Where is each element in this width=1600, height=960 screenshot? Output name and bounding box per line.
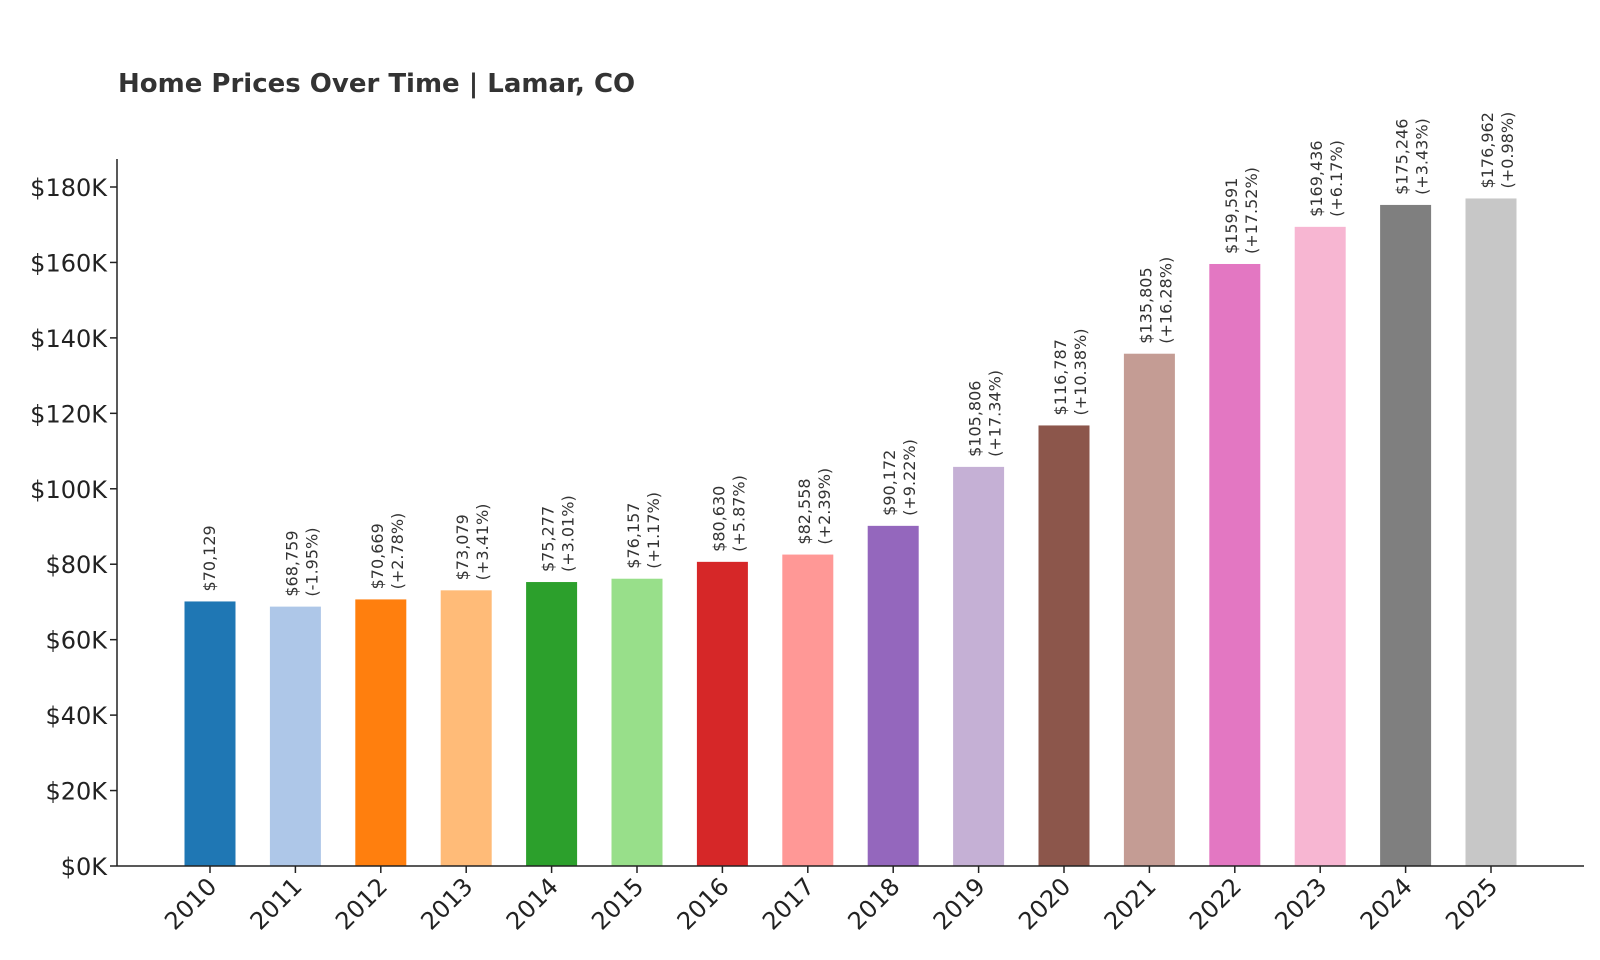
value-label: $70,669	[368, 523, 387, 589]
y-tick-label: $100K	[30, 476, 108, 504]
change-label: (+6.17%)	[1327, 140, 1346, 217]
value-label: $175,246	[1393, 119, 1412, 195]
value-label: $68,759	[282, 530, 301, 596]
value-label: $176,962	[1478, 112, 1497, 188]
bar-2019	[953, 466, 1005, 866]
x-tick-label: 2011	[245, 872, 308, 935]
change-label: (+3.43%)	[1413, 118, 1432, 195]
value-label: $73,079	[453, 514, 472, 580]
bar-2017	[782, 554, 834, 866]
data-label: $159,591(+17.52%)	[1222, 167, 1261, 254]
bar-2010	[184, 601, 236, 866]
x-tick-label: 2012	[330, 872, 393, 935]
data-label: $90,172(+9.22%)	[880, 439, 919, 516]
x-tick-label: 2016	[672, 872, 735, 935]
change-label: (+17.52%)	[1242, 167, 1261, 254]
y-axis: $0K $20K $40K $60K $80K $100K $120K $140K $160K $…	[30, 159, 118, 881]
value-label: $75,277	[539, 506, 558, 572]
change-label: (+2.78%)	[388, 513, 407, 590]
value-label: $80,630	[709, 486, 728, 552]
data-label: $175,246(+3.43%)	[1393, 118, 1432, 195]
y-tick-label: $60K	[45, 627, 108, 655]
data-label: $116,787(+10.38%)	[1051, 329, 1090, 416]
bar-2021	[1123, 353, 1175, 866]
value-label: $159,591	[1222, 178, 1241, 254]
bar-2023	[1294, 226, 1346, 867]
data-label: $105,806(+17.34%)	[966, 370, 1005, 457]
y-tick-label: $160K	[30, 249, 108, 277]
x-tick-label: 2024	[1355, 872, 1418, 935]
data-label: $70,129	[200, 525, 219, 591]
bar-2016	[696, 561, 748, 866]
data-label: $80,630(+5.87%)	[709, 475, 748, 552]
x-tick-label: 2017	[757, 872, 820, 935]
data-label: $82,558(+2.39%)	[795, 468, 834, 545]
change-label: (+5.87%)	[729, 475, 748, 552]
x-tick-label: 2023	[1269, 872, 1332, 935]
bar-2011	[269, 606, 321, 866]
value-label: $70,129	[200, 525, 219, 591]
value-label: $105,806	[966, 381, 985, 457]
value-label: $116,787	[1051, 339, 1070, 415]
change-label: (+0.98%)	[1498, 112, 1517, 189]
data-label: $76,157(+1.17%)	[624, 492, 663, 569]
change-label: (+10.38%)	[1071, 329, 1090, 416]
x-axis: 2010 2011 2012 2013 2014 2015 2016 2017 2018 2019…	[117, 865, 1584, 935]
bar-2022	[1209, 263, 1261, 866]
y-tick-label: $180K	[30, 174, 108, 202]
value-label: $76,157	[624, 503, 643, 569]
change-label: (-1.95%)	[302, 528, 321, 597]
x-tick-label: 2025	[1440, 872, 1503, 935]
data-label: $135,805(+16.28%)	[1136, 257, 1175, 344]
x-tick-label: 2019	[928, 872, 991, 935]
change-label: (+3.01%)	[559, 495, 578, 572]
data-labels: $70,129 $68,759(-1.95%) $70,669(+2.78%) $73…	[200, 112, 1517, 597]
change-label: (+17.34%)	[986, 370, 1005, 457]
chart-title: Home Prices Over Time | Lamar, CO	[118, 69, 635, 99]
x-tick-label: 2022	[1184, 872, 1247, 935]
bar-2014	[526, 582, 578, 866]
data-label: $73,079(+3.41%)	[453, 504, 492, 581]
x-tick-label: 2010	[159, 872, 222, 935]
bars-group	[184, 198, 1517, 867]
value-label: $135,805	[1136, 267, 1155, 343]
value-label: $90,172	[880, 450, 899, 516]
data-label: $68,759(-1.95%)	[282, 528, 321, 597]
change-label: (+3.41%)	[473, 504, 492, 581]
data-label: $75,277(+3.01%)	[539, 495, 578, 572]
bar-2025	[1465, 198, 1517, 866]
y-tick-label: $20K	[45, 778, 108, 806]
bar-2024	[1380, 204, 1432, 866]
y-tick-label: $40K	[45, 702, 108, 730]
x-tick-label: 2015	[586, 872, 649, 935]
y-tick-label: $0K	[61, 853, 109, 881]
bar-2012	[355, 599, 407, 866]
x-tick-label: 2013	[415, 872, 478, 935]
bar-2020	[1038, 425, 1090, 866]
y-tick-label: $120K	[30, 400, 108, 428]
x-tick-label: 2018	[842, 872, 905, 935]
data-label: $176,962(+0.98%)	[1478, 112, 1517, 189]
y-tick-label: $80K	[45, 551, 108, 579]
data-label: $169,436(+6.17%)	[1307, 140, 1346, 217]
bar-2018	[867, 525, 919, 866]
bar-2015	[611, 578, 663, 866]
change-label: (+2.39%)	[815, 468, 834, 545]
y-tick-label: $140K	[30, 325, 108, 353]
change-label: (+16.28%)	[1156, 257, 1175, 344]
x-tick-label: 2021	[1099, 872, 1162, 935]
value-label: $169,436	[1307, 141, 1326, 217]
value-label: $82,558	[795, 478, 814, 544]
x-tick-label: 2020	[1013, 872, 1076, 935]
data-label: $70,669(+2.78%)	[368, 513, 407, 590]
bar-2013	[440, 590, 492, 866]
change-label: (+1.17%)	[644, 492, 663, 569]
x-tick-label: 2014	[501, 872, 564, 935]
change-label: (+9.22%)	[900, 439, 919, 516]
